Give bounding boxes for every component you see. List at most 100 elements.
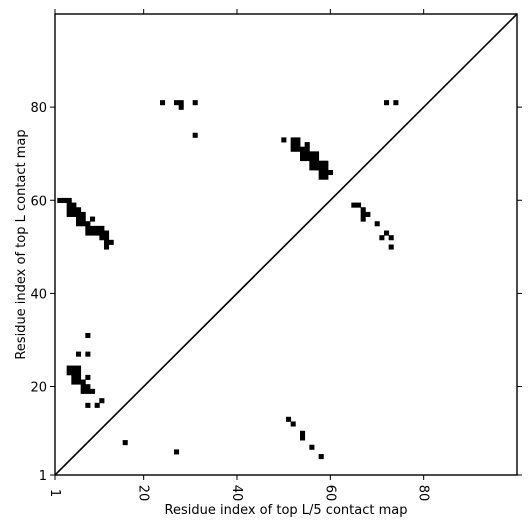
contact-point xyxy=(318,165,324,171)
contact-point xyxy=(85,332,91,339)
contact-point xyxy=(374,221,380,227)
x-tick-label: 40 xyxy=(229,485,244,502)
contact-point xyxy=(85,384,91,390)
contact-point xyxy=(57,197,63,203)
contact-point xyxy=(90,216,96,222)
contact-point xyxy=(160,100,166,106)
contact-point xyxy=(295,137,301,143)
contact-point xyxy=(71,211,77,217)
contact-point xyxy=(178,100,184,106)
contact-point xyxy=(318,160,324,166)
contact-point xyxy=(71,370,77,376)
contact-point xyxy=(304,146,310,152)
contact-point xyxy=(99,235,105,241)
contact-point xyxy=(76,374,82,380)
contact-point xyxy=(85,402,91,408)
contact-point xyxy=(66,370,72,376)
contact-point xyxy=(192,100,198,106)
contact-point xyxy=(62,197,68,203)
contact-point xyxy=(356,202,362,208)
contact-point xyxy=(174,100,180,106)
contact-point xyxy=(178,104,184,110)
contact-point xyxy=(384,100,390,106)
y-tick-label: 80 xyxy=(30,101,47,116)
contact-point xyxy=(309,156,315,162)
contact-point xyxy=(360,211,366,217)
contact-point xyxy=(90,230,96,236)
contact-point xyxy=(304,151,310,157)
contact-point xyxy=(318,169,324,176)
contact-point xyxy=(290,137,296,143)
contact-point xyxy=(80,379,86,385)
y-axis-label: Residue index of top L contact map xyxy=(14,129,29,359)
contact-point xyxy=(76,379,82,385)
contact-point xyxy=(99,398,105,404)
contact-point xyxy=(323,160,329,166)
contact-point xyxy=(300,435,306,441)
contact-point xyxy=(379,235,385,241)
contact-point xyxy=(94,230,100,236)
contact-point xyxy=(76,211,82,217)
contact-point xyxy=(76,221,82,227)
contact-point xyxy=(94,402,100,408)
contact-point xyxy=(99,225,105,231)
contact-point xyxy=(393,100,399,106)
contact-point xyxy=(388,235,394,241)
contact-point xyxy=(318,174,324,180)
contact-point xyxy=(108,239,114,245)
contact-point xyxy=(290,421,296,427)
contact-point xyxy=(192,132,198,138)
contact-points xyxy=(57,100,399,460)
contact-point xyxy=(80,216,86,222)
contact-point xyxy=(351,202,357,208)
contact-point xyxy=(304,156,310,162)
y-tick-label: 20 xyxy=(30,381,47,396)
contact-point xyxy=(66,202,72,208)
contact-point xyxy=(300,151,306,157)
contact-point xyxy=(286,416,292,422)
contact-point xyxy=(76,207,82,213)
contact-point xyxy=(309,160,315,166)
contact-point xyxy=(71,365,77,371)
contact-point xyxy=(295,142,301,148)
diagonal-line xyxy=(54,13,518,476)
contact-point xyxy=(174,449,180,455)
contact-point xyxy=(290,142,296,148)
contact-point xyxy=(76,370,82,376)
contact-point xyxy=(76,216,82,222)
contact-point xyxy=(76,351,82,357)
x-axis-ticks: 1 20 40 60 80 xyxy=(47,9,431,501)
contact-point xyxy=(295,146,301,152)
contact-point xyxy=(122,440,128,446)
y-tick-label: 40 xyxy=(30,287,47,302)
contact-point xyxy=(80,211,86,217)
contact-point xyxy=(85,225,91,231)
plot-frame xyxy=(54,13,518,476)
contact-point xyxy=(104,239,110,245)
x-tick-label: 80 xyxy=(416,485,431,502)
contact-point xyxy=(104,244,110,250)
contact-point xyxy=(360,216,366,222)
contact-point xyxy=(314,156,320,162)
contact-point xyxy=(290,146,296,152)
contact-point xyxy=(99,230,105,236)
y-axis-ticks: 1 20 40 60 80 xyxy=(30,101,522,484)
contact-point xyxy=(309,444,315,450)
contact-point xyxy=(388,244,394,250)
contact-point xyxy=(281,137,287,143)
contact-point xyxy=(314,160,320,166)
contact-point xyxy=(314,165,320,171)
contact-point xyxy=(85,374,91,380)
contact-point xyxy=(90,388,96,394)
contact-point xyxy=(328,169,334,176)
contact-point xyxy=(384,230,390,236)
contact-point xyxy=(66,211,72,217)
contact-point xyxy=(300,156,306,162)
contact-point xyxy=(300,430,306,436)
x-tick-label: 20 xyxy=(136,485,151,502)
y-tick-label: 60 xyxy=(30,194,47,209)
contact-point xyxy=(85,351,91,357)
contact-point xyxy=(104,235,110,241)
contact-point xyxy=(71,374,77,380)
